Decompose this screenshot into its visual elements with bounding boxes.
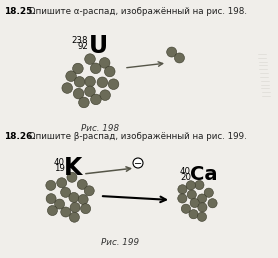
Circle shape — [190, 198, 199, 207]
Circle shape — [81, 204, 91, 214]
Circle shape — [85, 76, 95, 87]
Circle shape — [85, 86, 95, 96]
Circle shape — [197, 194, 207, 203]
Circle shape — [70, 203, 80, 212]
Circle shape — [46, 180, 56, 190]
Text: Ca: Ca — [190, 165, 217, 184]
Circle shape — [62, 83, 73, 93]
Circle shape — [181, 204, 190, 213]
Circle shape — [167, 47, 177, 57]
Circle shape — [84, 186, 94, 196]
Circle shape — [133, 158, 143, 168]
Circle shape — [79, 97, 89, 108]
Circle shape — [195, 180, 204, 190]
Circle shape — [90, 63, 101, 74]
Circle shape — [189, 209, 198, 219]
Circle shape — [99, 58, 110, 68]
Text: 18.26.: 18.26. — [4, 132, 36, 141]
Text: Рис. 199: Рис. 199 — [101, 238, 139, 247]
Circle shape — [73, 88, 84, 99]
Text: −: − — [134, 158, 142, 168]
Text: K: K — [64, 156, 82, 180]
Text: 40: 40 — [54, 158, 65, 167]
Circle shape — [67, 172, 77, 182]
Text: 19: 19 — [54, 164, 65, 173]
Text: Рис. 198: Рис. 198 — [81, 124, 119, 133]
Circle shape — [54, 199, 64, 209]
Circle shape — [57, 178, 67, 188]
Text: 238: 238 — [71, 36, 88, 45]
Circle shape — [66, 71, 76, 82]
Circle shape — [73, 63, 83, 74]
Circle shape — [97, 77, 108, 88]
Circle shape — [74, 77, 85, 87]
Circle shape — [70, 212, 80, 222]
Circle shape — [69, 192, 79, 203]
Circle shape — [48, 206, 58, 215]
Circle shape — [208, 199, 217, 208]
Text: 20: 20 — [180, 173, 191, 182]
Text: U: U — [89, 34, 108, 58]
Circle shape — [108, 79, 119, 90]
Circle shape — [187, 190, 196, 199]
Circle shape — [78, 195, 88, 205]
Text: Опишите β-распад, изображённый на рис. 199.: Опишите β-распад, изображённый на рис. 1… — [26, 132, 247, 141]
Circle shape — [178, 194, 187, 203]
Circle shape — [105, 66, 115, 77]
Circle shape — [77, 179, 87, 189]
Circle shape — [46, 194, 56, 204]
Circle shape — [91, 94, 101, 105]
Circle shape — [197, 212, 207, 221]
Circle shape — [61, 207, 71, 217]
Text: 40: 40 — [180, 167, 191, 176]
Circle shape — [100, 90, 110, 100]
Circle shape — [85, 54, 95, 64]
Text: 92: 92 — [77, 42, 88, 51]
Text: 18.25.: 18.25. — [4, 7, 36, 16]
Circle shape — [204, 188, 213, 197]
Circle shape — [186, 181, 195, 190]
Circle shape — [198, 203, 207, 212]
Text: Опишите α-распад, изображённый на рис. 198.: Опишите α-распад, изображённый на рис. 1… — [26, 7, 247, 16]
Circle shape — [178, 185, 187, 194]
Circle shape — [61, 187, 71, 197]
Circle shape — [175, 53, 185, 63]
